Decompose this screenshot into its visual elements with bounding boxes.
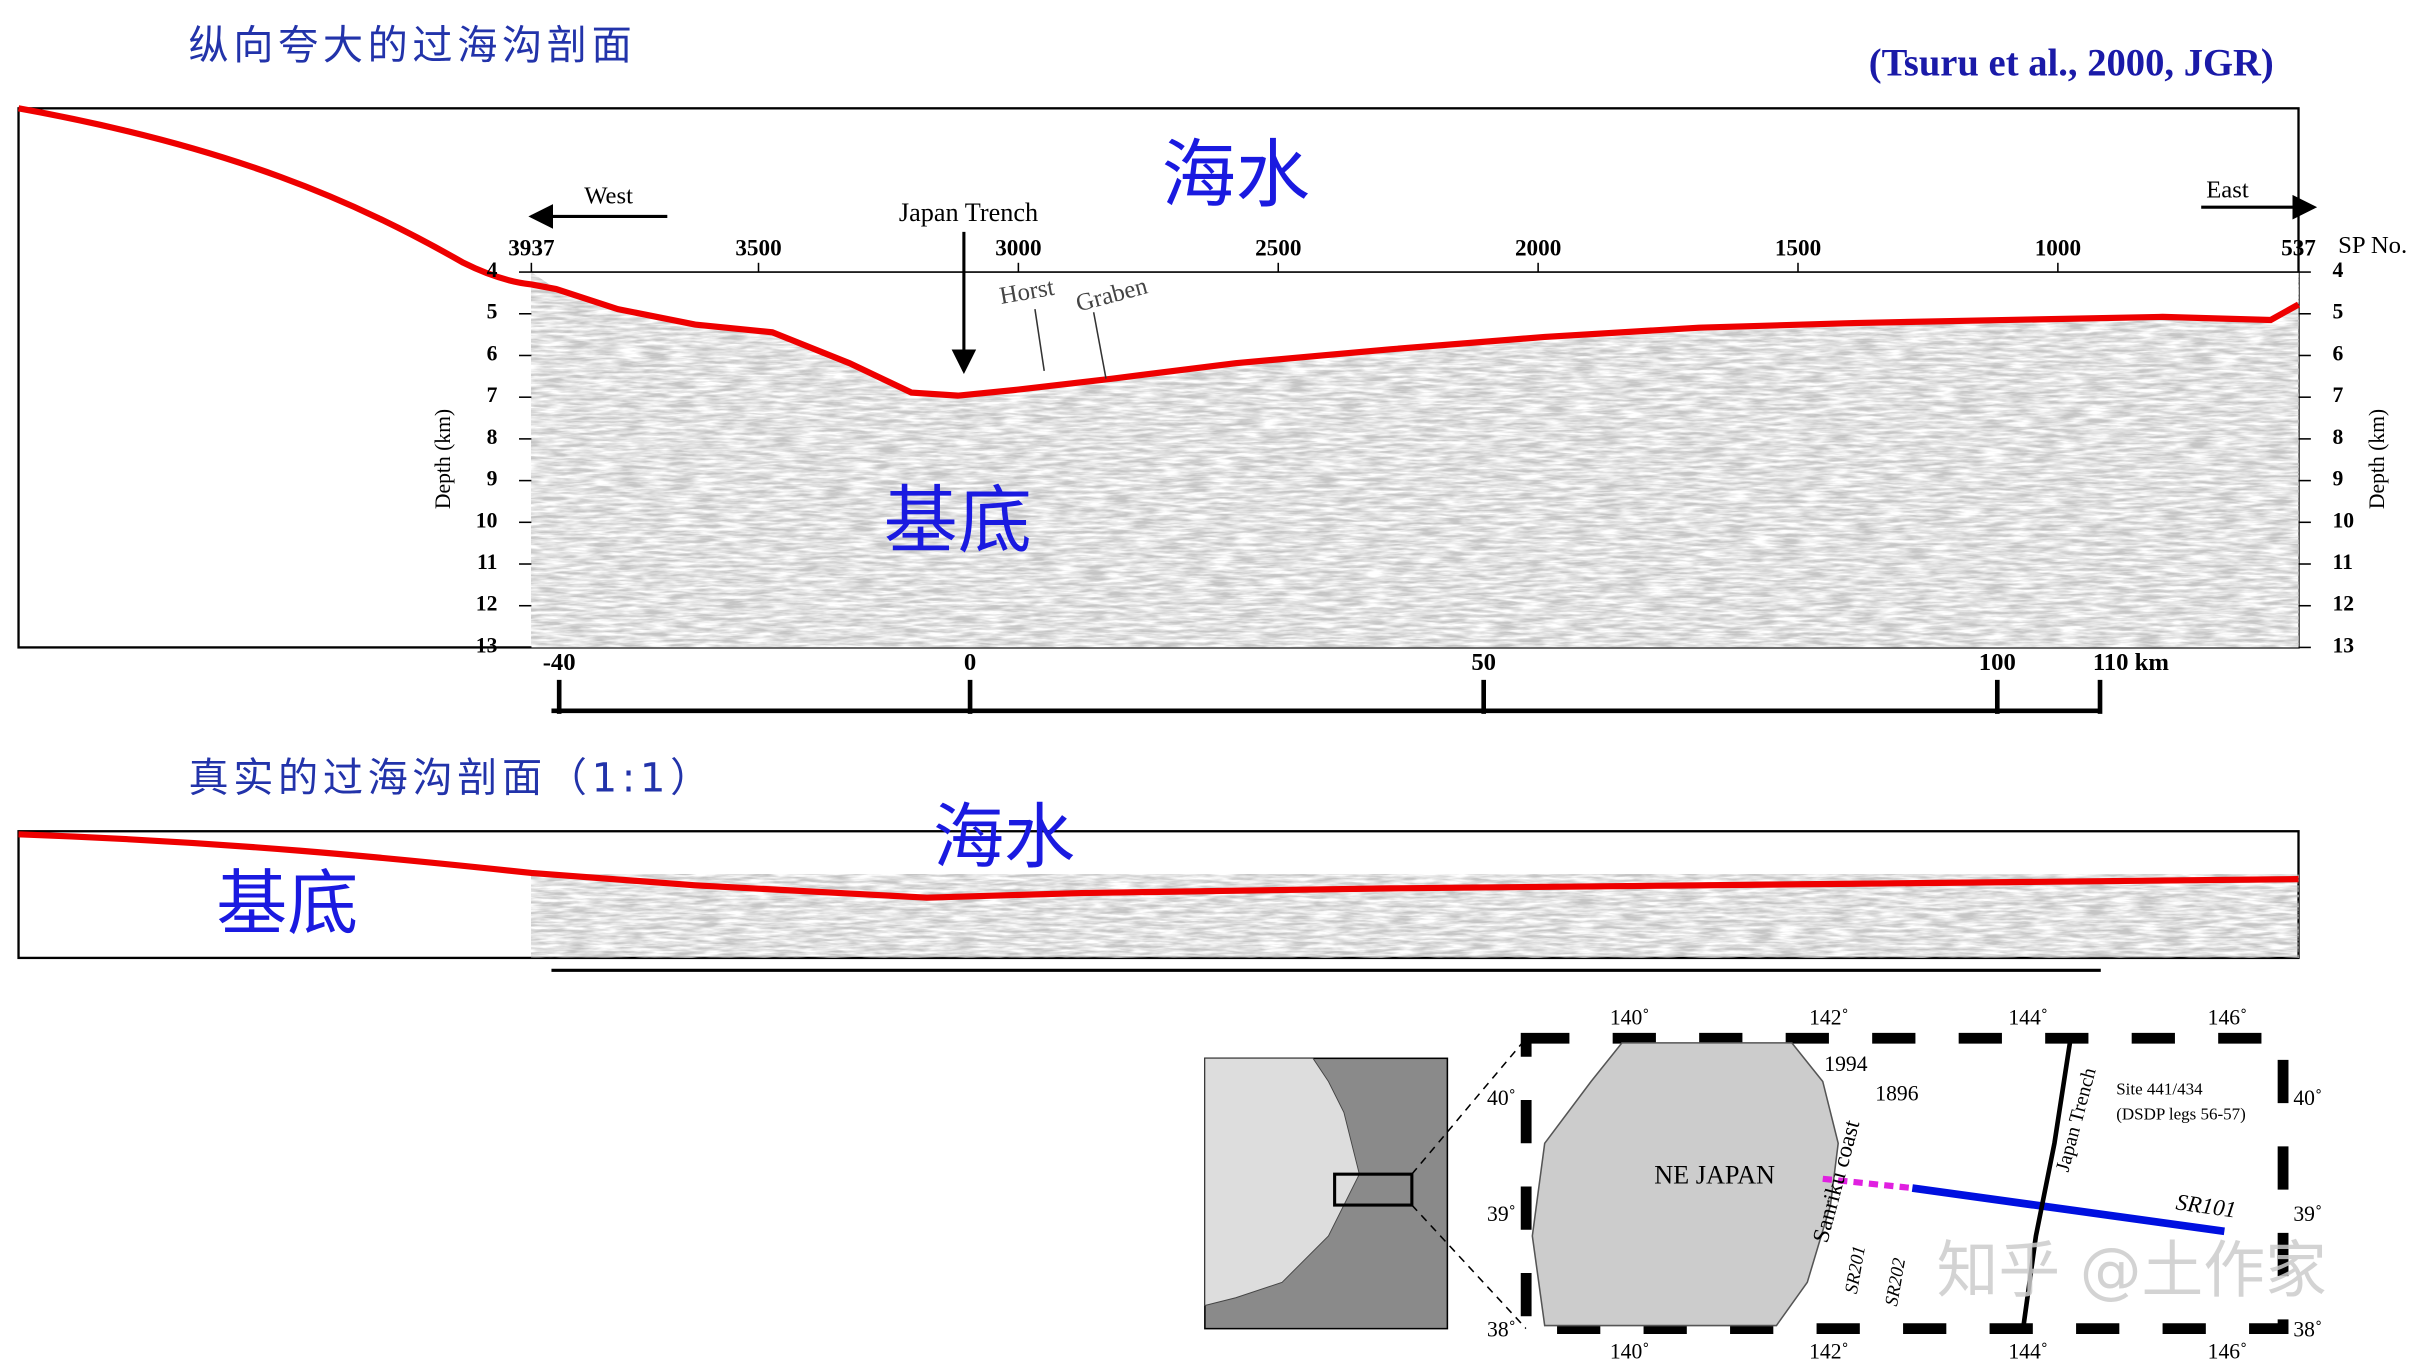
true-profile-title: 真实的过海沟剖面（1:1）: [188, 755, 714, 801]
site-legs: (DSDP legs 56-57): [2116, 1104, 2246, 1123]
sp-tick-label: 2500: [1255, 236, 1301, 262]
quake-1994: 1994: [1824, 1052, 1867, 1076]
km-tick-label: 50: [1471, 649, 1496, 676]
sea-label: 海水: [1162, 132, 1310, 218]
depth-tick-label-right: 12: [2332, 592, 2354, 616]
watermark: 知乎 @土作家: [1937, 1235, 2327, 1307]
location-map: NE JAPAN Sanriku coast 1994 1896 Site 44…: [1204, 1006, 2322, 1363]
lon-label: 144˚: [2008, 1006, 2048, 1030]
lon-label-bottom: 142˚: [1809, 1339, 1849, 1363]
lon-label-bottom: 146˚: [2208, 1339, 2248, 1363]
depth-tick-label-right: 8: [2332, 425, 2343, 449]
depth-tick-label-right: 13: [2332, 633, 2354, 657]
lon-label-bottom: 140˚: [1610, 1339, 1650, 1363]
true-profile: 海水 基底: [17, 796, 2300, 972]
sp-tick-label: 1000: [2035, 236, 2081, 262]
depth-tick-label: 8: [487, 425, 498, 449]
depth-label: Depth (km): [431, 409, 455, 509]
sp-unit: SP No.: [2338, 232, 2407, 259]
depth-tick-label-right: 5: [2332, 300, 2343, 324]
km-tick-label: -40: [543, 649, 576, 676]
site-label: Site 441/434: [2116, 1080, 2203, 1099]
km-tick-label: 100: [1979, 649, 2016, 676]
depth-tick-label: 13: [476, 633, 498, 657]
lat-label-right: 38˚: [2293, 1318, 2322, 1342]
lat-label: 38˚: [1487, 1318, 1516, 1342]
basement-label: 基底: [216, 862, 358, 945]
depth-tick-label-right: 10: [2332, 508, 2354, 532]
depth-tick-label: 10: [476, 508, 498, 532]
sp-tick-label: 3000: [995, 236, 1041, 262]
lon-label: 146˚: [2208, 1006, 2248, 1030]
depth-tick-label-right: 6: [2332, 341, 2343, 365]
quake-1896: 1896: [1875, 1081, 1918, 1105]
km-tick-label: 110 km: [2093, 649, 2170, 676]
citation: (Tsuru et al., 2000, JGR): [1869, 42, 2274, 84]
sp-tick-label: 3937: [508, 236, 555, 262]
east-label: East: [2206, 176, 2249, 203]
sp-tick-label: 537: [2281, 236, 2316, 262]
lon-label: 140˚: [1610, 1006, 1650, 1030]
depth-tick-label: 7: [487, 383, 498, 407]
lon-label-bottom: 144˚: [2008, 1339, 2048, 1363]
title: 纵向夸大的过海沟剖面: [188, 23, 636, 69]
depth-label-right: Depth (km): [2365, 409, 2389, 509]
sp-tick-label: 1500: [1775, 236, 1821, 262]
depth-tick-label-right: 4: [2332, 258, 2343, 282]
lat-label: 39˚: [1487, 1202, 1516, 1226]
depth-tick-label-right: 9: [2332, 467, 2343, 491]
sp-tick-label: 3500: [735, 236, 781, 262]
sea-label: 海水: [933, 796, 1075, 879]
lat-label: 40˚: [1487, 1086, 1516, 1110]
sp-tick-label: 2000: [1515, 236, 1561, 262]
depth-tick-label: 12: [476, 592, 498, 616]
lon-label: 142˚: [1809, 1006, 1849, 1030]
trench-label: Japan Trench: [899, 198, 1038, 227]
depth-tick-label: 11: [477, 550, 497, 574]
depth-tick-label-right: 7: [2332, 383, 2343, 407]
depth-tick-label: 9: [487, 467, 498, 491]
depth-tick-label-right: 11: [2332, 550, 2352, 574]
depth-tick-label: 4: [487, 258, 498, 282]
lat-label-right: 39˚: [2293, 1202, 2322, 1226]
basement-label: 基底: [884, 478, 1032, 564]
lat-label-right: 40˚: [2293, 1086, 2322, 1110]
depth-tick-label: 5: [487, 300, 498, 324]
depth-tick-label: 6: [487, 341, 498, 365]
west-label: West: [584, 183, 633, 210]
land-label: NE JAPAN: [1654, 1160, 1775, 1189]
exaggerated-profile: West East Japan Trench Horst Graben 海水 基…: [17, 105, 2407, 714]
km-tick-label: 0: [964, 649, 976, 676]
